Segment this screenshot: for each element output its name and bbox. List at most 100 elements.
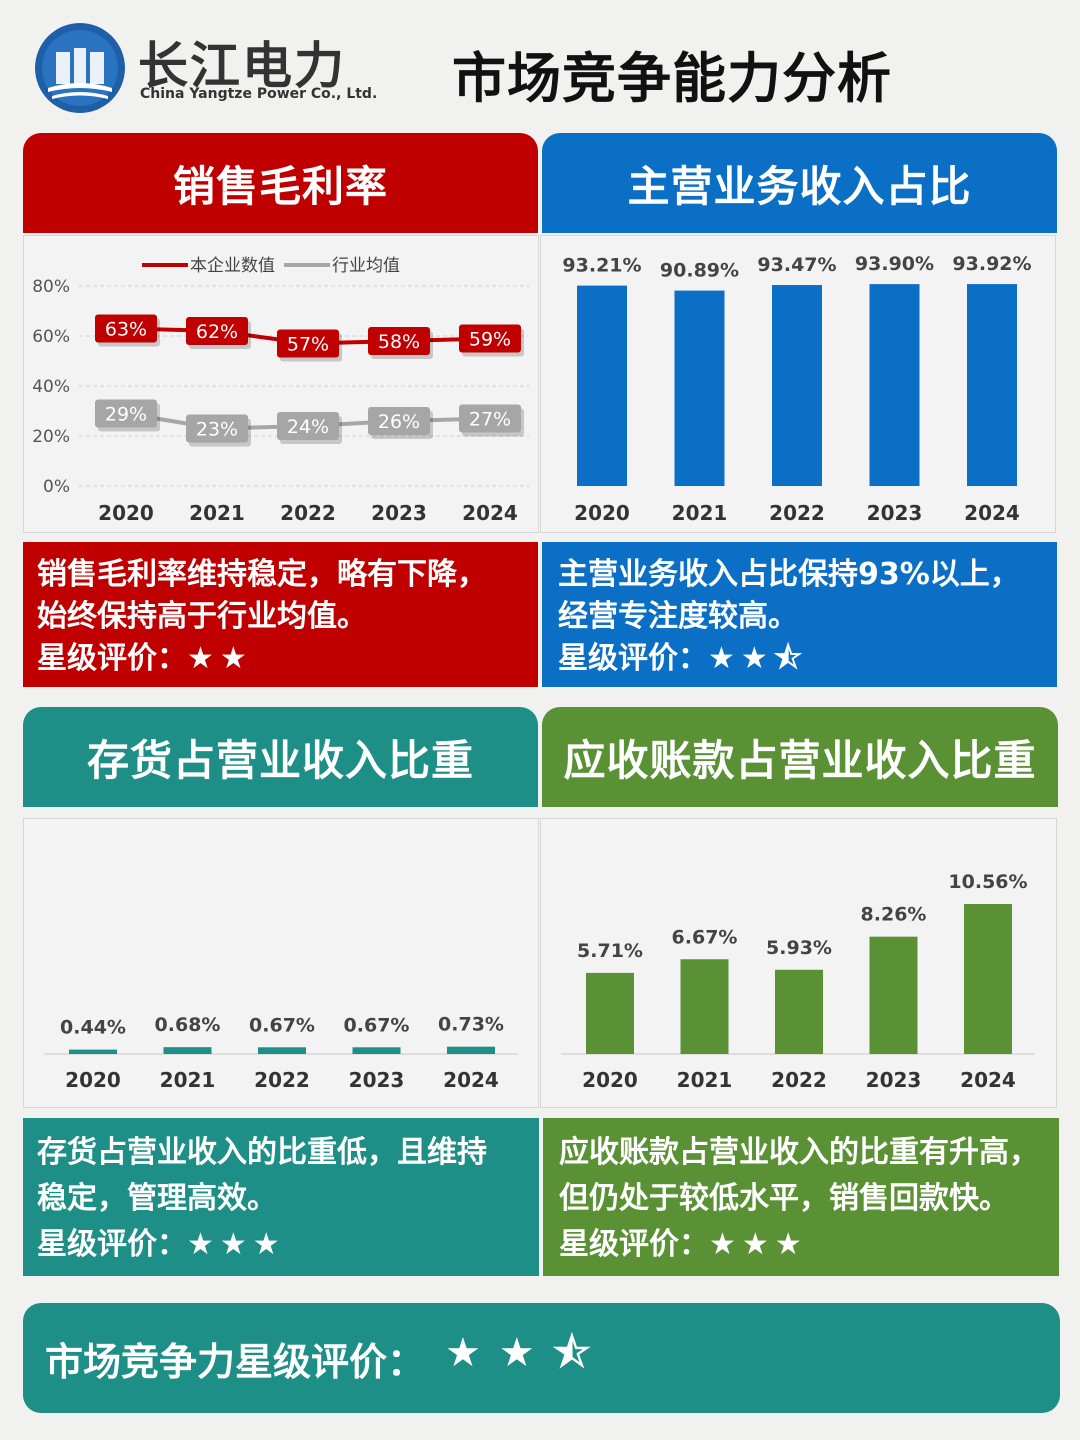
bar-value-label: 0.68% [155,1014,221,1036]
inventory-description: 存货占营业收入的比重低，且维持 稳定，管理高效。 星级评价：★★★ [23,1118,539,1276]
data-point-label: 57% [287,334,329,356]
star-rating-icon: ★★★ [709,1227,808,1262]
data-point-label-box [459,324,521,353]
gross-margin-title: 销售毛利率 [172,161,388,211]
overall-star-rating-icon: ★★⯪ [445,1330,609,1376]
header: 长江电力 China Yangtze Power Co., Ltd. 市场竞争能… [0,0,1080,130]
data-point-label-box [186,414,248,443]
x-tick-label: 2024 [960,1068,1016,1092]
main-business-desc-line2: 经营专注度较高。 [558,599,798,634]
rating-label: 星级评价： [37,641,187,676]
x-tick-label: 2021 [189,501,245,525]
rating-label: 星级评价： [558,641,708,676]
bar [967,284,1017,486]
x-tick-label: 2021 [677,1068,733,1092]
bar-value-label: 0.67% [249,1014,315,1036]
y-tick-label: 40% [32,377,70,397]
data-point-label-box [368,407,430,435]
receivables-desc-line1: 应收账款占营业收入的比重有升高， [559,1135,1039,1170]
gross-margin-desc-line2: 始终保持高于行业均值。 [37,599,367,634]
bar-value-label: 6.67% [672,926,738,948]
bar [163,1047,212,1054]
data-point-label: 27% [469,409,511,431]
data-point-label-box [95,314,157,343]
inventory-desc-line2: 稳定，管理高效。 [37,1181,277,1216]
inventory-rating: 星级评价：★★★ [37,1224,525,1266]
bar [674,290,725,486]
bar [69,1049,117,1054]
bar [258,1047,306,1054]
inventory-chart: 0.44% 2020 0.68% 2021 0.67% 2022 0.67% 2023 0.73… [23,818,539,1108]
company-name-en: China Yangtze Power Co., Ltd. [140,86,378,102]
x-tick-label: 2020 [98,501,154,525]
bar-value-label: 93.21% [562,255,641,277]
x-tick-label: 2023 [866,1068,922,1092]
bar-value-label: 0.44% [60,1017,126,1039]
main-business-title: 主营业务收入占比 [627,161,972,211]
receivables-header: 应收账款占营业收入比重 [542,707,1058,807]
bar-value-label: 93.90% [855,253,934,275]
bar-value-label: 0.67% [344,1014,410,1036]
receivables-desc-line2: 但仍处于较低水平，销售回款快。 [559,1181,1009,1216]
x-tick-label: 2023 [867,501,923,525]
x-tick-label: 2024 [443,1068,499,1092]
bar-value-label: 93.92% [952,253,1031,275]
inventory-header: 存货占营业收入比重 [23,707,538,807]
rating-label: 星级评价： [559,1227,709,1262]
receivables-bar-chart: 5.71% 2020 6.67% 2021 5.93% 2022 8.26% 2023 10.5… [561,871,1035,1092]
bar [964,904,1012,1054]
data-point-label-box [186,317,248,345]
bar-value-label: 8.26% [861,904,927,926]
receivables-chart: 5.71% 2020 6.67% 2021 5.93% 2022 8.26% 2023 10.5… [540,818,1057,1108]
overall-rating-label: 市场竞争力星级评价： [45,1339,426,1384]
bar-value-label: 5.71% [577,940,643,962]
gross-margin-description: 销售毛利率维持稳定，略有下降， 始终保持高于行业均值。 星级评价：★★ [23,542,538,687]
gross-margin-chart: 0% 20% 40% 60% 80% 本企业数值 行业均值 2020 2021 2022 2023 2… [23,235,539,533]
page-title: 市场竞争能力分析 [452,47,892,110]
bar-value-label: 0.73% [438,1014,504,1036]
x-tick-label: 2024 [462,501,518,525]
x-tick-label: 2020 [574,501,630,525]
bar [447,1046,495,1054]
data-point-label-box [277,412,339,440]
x-tick-label: 2020 [582,1068,638,1092]
x-tick-label: 2023 [371,501,427,525]
data-point-label: 59% [469,329,511,351]
x-tick-label: 2021 [672,501,728,525]
x-tick-label: 2022 [771,1068,827,1092]
bar-value-label: 90.89% [660,260,739,282]
bar [775,969,823,1054]
data-point-label: 63% [105,319,147,341]
data-point-label: 62% [196,321,238,343]
main-business-rating: 星级评价：★★⯪ [558,638,1043,680]
data-point-label-box [459,404,521,433]
bar [680,959,729,1054]
bar [772,285,822,486]
data-point-label-box [277,329,339,358]
company-name-cn: 长江电力 [138,37,346,95]
bar-value-label: 93.47% [757,254,836,276]
data-point-label-box [368,327,430,355]
bar-value-label: 10.56% [948,871,1027,893]
star-rating-icon: ★★⯪ [708,641,809,676]
rating-label: 星级评价： [37,1227,187,1262]
x-tick-label: 2021 [160,1068,216,1092]
gross-margin-rating: 星级评价：★★ [37,638,524,680]
gross-margin-desc-line1: 销售毛利率维持稳定，略有下降， [37,557,487,592]
main-business-description: 主营业务收入占比保持93%以上， 经营专注度较高。 星级评价：★★⯪ [542,542,1057,687]
x-tick-label: 2022 [769,501,825,525]
y-tick-label: 60% [32,327,70,347]
bar-value-label: 5.93% [766,937,832,959]
company-logo-icon [35,23,125,113]
main-business-chart: 93.21% 2020 90.89% 2021 93.47% 2022 93.90% 2023… [540,235,1056,533]
data-point-label-box [95,399,157,428]
receivables-rating: 星级评价：★★★ [559,1224,1045,1266]
receivables-title: 应收账款占营业收入比重 [563,735,1037,785]
legend-label: 行业均值 [332,256,400,276]
main-business-header: 主营业务收入占比 [542,133,1057,233]
main-business-desc-line1: 主营业务收入占比保持93%以上， [558,557,1020,592]
y-tick-label: 20% [32,427,70,447]
inventory-bar-chart: 0.44% 2020 0.68% 2021 0.67% 2022 0.67% 2023 0.73… [44,1014,518,1092]
x-tick-label: 2022 [280,501,336,525]
data-point-label: 29% [105,404,147,426]
